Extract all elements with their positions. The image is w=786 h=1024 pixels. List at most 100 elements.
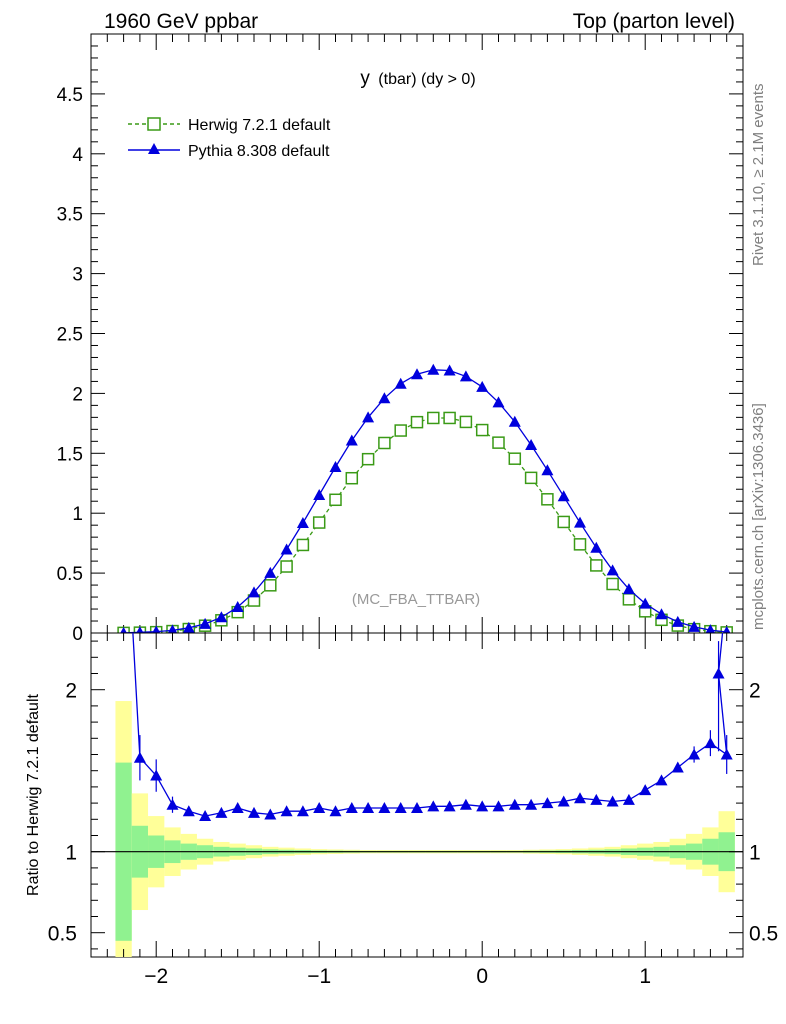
herwig-point [475, 423, 489, 437]
legend-entry-herwig: Herwig 7.2.1 default [128, 117, 331, 134]
y-tick-label: 0.5 [57, 564, 83, 585]
y-tick-label: 2 [72, 384, 83, 405]
y-tick-label: 4 [72, 145, 83, 166]
pythia-point [622, 583, 635, 595]
analysis-tag: (MC_FBA_TTBAR) [352, 591, 480, 608]
pythia-point [411, 368, 423, 380]
herwig-point [427, 411, 440, 425]
herwig-point [394, 424, 407, 437]
y-tick-label: 1.5 [57, 444, 83, 465]
mcplots-label: mcplots.cern.ch [arXiv:1306.3436] [750, 403, 767, 630]
ratio-pythia-line [132, 632, 728, 817]
pythia-point [590, 541, 603, 553]
plot-title-rest: (tbar) (dy > 0) [378, 71, 475, 88]
pythia-point [215, 611, 228, 623]
main-series-layer [117, 363, 733, 640]
herwig-point [606, 577, 619, 591]
herwig-point [378, 436, 391, 450]
legend-herwig-marker [147, 117, 161, 131]
pythia-point [606, 564, 619, 576]
pythia-point [345, 434, 358, 446]
pythia-point [541, 464, 554, 476]
ratio-point [345, 801, 358, 813]
pythia-point [378, 392, 391, 404]
ratio-point [476, 800, 489, 812]
plot-title: y (tbar) (dy > 0) [360, 68, 475, 89]
herwig-point [524, 471, 538, 485]
ratio-y-axis: 0.5 0.5 1 1 2 2 [48, 640, 778, 950]
ratio-point [231, 801, 244, 813]
ratio-point [411, 801, 423, 813]
ratio-y-tick-label: 0.5 [48, 923, 77, 946]
ratio-point [215, 806, 228, 818]
ratio-point [459, 798, 472, 810]
ratio-y-tick-label: 2 [65, 680, 77, 703]
pythia-point [525, 439, 538, 451]
ratio-point [133, 751, 146, 763]
y-tick-label: 1 [72, 504, 83, 525]
pythia-point [427, 363, 440, 375]
legend-pythia-marker [148, 143, 160, 154]
ratio-ylabel: Ratio to Herwig 7.2.1 default [25, 694, 42, 896]
x-axis: −2 −1 0 1 [90, 633, 744, 988]
pythia-point [443, 364, 456, 376]
ratio-point [557, 795, 570, 807]
rivet-label: Rivet 3.1.10, ≥ 2.1M events [750, 84, 767, 267]
x-tick-label: −1 [307, 965, 331, 988]
legend-label-pythia: Pythia 8.308 default [188, 143, 330, 160]
y-tick-label: 3 [72, 265, 83, 286]
ratio-point [704, 737, 717, 749]
legend: Herwig 7.2.1 default Pythia 8.308 defaul… [128, 117, 331, 160]
pythia-point [688, 620, 701, 632]
herwig-point [345, 471, 359, 485]
ratio-point [264, 808, 277, 820]
ratio-point [248, 806, 260, 818]
legend-label-herwig: Herwig 7.2.1 default [188, 117, 331, 134]
herwig-point [590, 559, 603, 572]
ratio-series-layer [132, 632, 733, 822]
herwig-point [492, 436, 505, 449]
ratio-point [720, 748, 733, 760]
pythia-point [459, 370, 472, 382]
ratio-point [443, 800, 456, 812]
ratio-point [313, 801, 326, 813]
pythia-point [296, 517, 309, 529]
y-tick-label: 3.5 [57, 205, 83, 226]
pythia-line [123, 369, 727, 634]
y-tick-label: 4.5 [57, 85, 83, 106]
pythia-point [655, 608, 668, 620]
main-panel [90, 33, 744, 634]
collision-label: 1960 GeV ppbar [104, 10, 258, 33]
ratio-point [574, 792, 586, 804]
ratio-point [639, 784, 652, 796]
ratio-frame [90, 632, 744, 958]
pythia-point [231, 601, 244, 613]
ratio-point [362, 801, 375, 813]
pythia-point [182, 621, 195, 633]
main-frame [90, 33, 744, 634]
ratio-point [394, 801, 407, 813]
herwig-point [508, 452, 522, 465]
ratio-point [541, 797, 554, 809]
ratio-point [712, 667, 725, 679]
ratio-point [199, 810, 212, 822]
ratio-point [671, 761, 684, 773]
herwig-point [622, 593, 636, 606]
herwig-point [573, 538, 587, 551]
ratio-point [182, 805, 195, 817]
pythia-point [280, 543, 293, 555]
ratio-point [622, 793, 635, 805]
herwig-point [557, 515, 570, 529]
pythia-point [671, 615, 684, 627]
ratio-point [606, 795, 619, 807]
pythia-point [329, 460, 342, 472]
ratio-y-tick-label-right: 0.5 [749, 923, 778, 946]
pythia-point [492, 396, 505, 408]
x-tick-label: 1 [639, 965, 651, 988]
pythia-point [313, 488, 326, 500]
x-tick-label: −2 [144, 965, 168, 988]
herwig-point [329, 493, 342, 507]
ratio-panel [90, 632, 744, 958]
pythia-point [639, 597, 652, 609]
